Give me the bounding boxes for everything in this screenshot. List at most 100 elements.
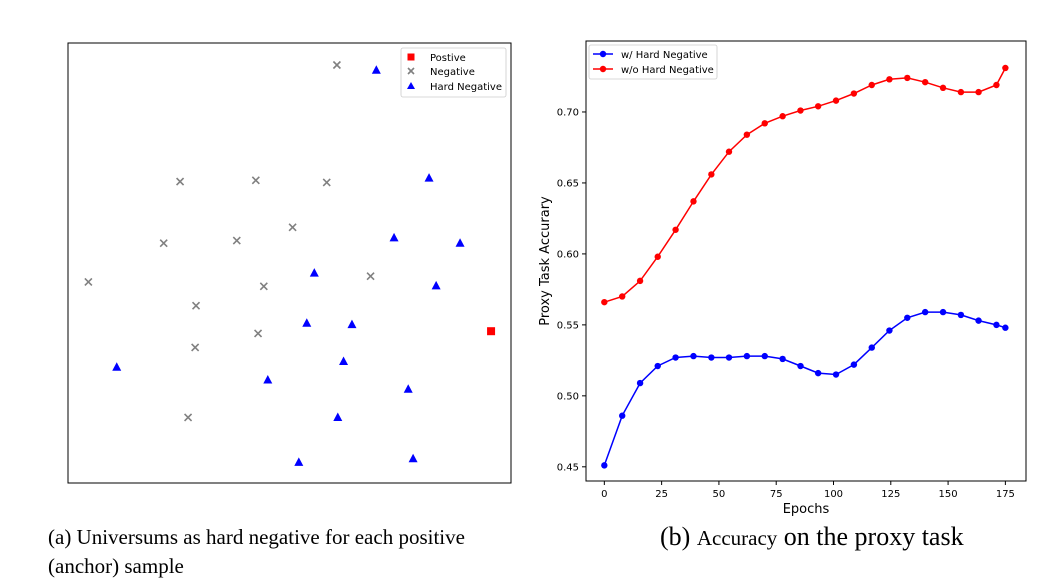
negative-point bbox=[366, 272, 375, 281]
series-point-1 bbox=[672, 226, 679, 233]
series-point-1 bbox=[850, 90, 858, 97]
scatter-plot-frame bbox=[67, 42, 512, 484]
series-point-0 bbox=[832, 371, 840, 378]
series-point-0 bbox=[797, 362, 804, 370]
legend-with-hard-negative-marker bbox=[599, 50, 607, 58]
y-tick-label: 0.70 bbox=[557, 107, 579, 118]
y-axis-label: Proxy Task Accurary bbox=[538, 196, 553, 326]
series-point-1 bbox=[601, 298, 608, 306]
negative-point bbox=[159, 239, 168, 248]
caption-a-line-2: (anchor) sample bbox=[48, 554, 184, 578]
scatter-legend: Postive Negative Hard Negative bbox=[400, 47, 507, 98]
series-point-1 bbox=[708, 171, 715, 178]
series-point-1 bbox=[832, 97, 840, 104]
series-point-0 bbox=[921, 308, 929, 316]
line-chart-panel: 0 25 50 75 100 125 150 175 0.45 0.50 0.55 0.60 0.65 0… bbox=[538, 40, 1027, 517]
caption-b-accuracy: Accuracy bbox=[696, 526, 778, 550]
series-point-0 bbox=[743, 352, 751, 360]
hard-negative-point bbox=[455, 238, 465, 247]
negative-point bbox=[191, 301, 201, 310]
series-point-1 bbox=[743, 131, 751, 138]
legend-hard-negative-label: Hard Negative bbox=[430, 82, 502, 93]
legend-without-hard-negative-marker bbox=[599, 65, 607, 73]
series-point-1 bbox=[654, 253, 661, 260]
scatter-legend-box bbox=[400, 47, 507, 98]
x-tick-label: 25 bbox=[655, 489, 668, 500]
negative-point bbox=[84, 277, 93, 286]
figure: Postive Negative Hard Negative 0 25 50 75 10… bbox=[67, 40, 1027, 517]
line-chart-frame bbox=[585, 40, 1027, 482]
hard-negative-point bbox=[389, 232, 399, 242]
series-point-0 bbox=[601, 462, 608, 469]
legend-negative-marker bbox=[407, 67, 415, 75]
x-tick-label: 150 bbox=[939, 489, 958, 500]
hard-negative-point bbox=[424, 173, 434, 182]
series-point-1 bbox=[975, 88, 982, 96]
legend-hard-negative-marker bbox=[407, 82, 415, 89]
series-point-1 bbox=[779, 113, 786, 120]
series-point-0 bbox=[868, 344, 875, 351]
series-point-0 bbox=[814, 369, 822, 377]
series-point-0 bbox=[619, 412, 626, 419]
legend-negative-label: Negative bbox=[430, 67, 475, 78]
line-chart-legend: w/ Hard Negative w/o Hard Negative bbox=[588, 44, 718, 80]
y-tick-label: 0.65 bbox=[557, 178, 579, 189]
series-point-0 bbox=[636, 379, 644, 387]
negative-point bbox=[251, 176, 260, 185]
y-tick-label: 0.45 bbox=[557, 462, 579, 473]
negative-point bbox=[259, 282, 268, 291]
hard-negative-point bbox=[309, 268, 319, 277]
caption-b: (b) Accuracy on the proxy task bbox=[660, 521, 964, 554]
series-point-1 bbox=[761, 120, 768, 127]
hard-negative-point bbox=[408, 453, 418, 463]
hard-negative-point bbox=[371, 65, 381, 74]
series-point-1 bbox=[619, 293, 626, 300]
hard-negative-point bbox=[263, 375, 273, 384]
x-tick-label: 0 bbox=[601, 489, 607, 500]
series-point-1 bbox=[814, 103, 822, 110]
hard-negative-point bbox=[112, 362, 122, 371]
caption-b-rest: on the proxy task bbox=[777, 522, 964, 551]
series-point-1 bbox=[886, 76, 893, 83]
series-point-1 bbox=[904, 74, 911, 82]
series-point-0 bbox=[904, 314, 911, 321]
x-tick-label: 125 bbox=[881, 489, 900, 500]
series-point-1 bbox=[636, 277, 644, 285]
scatter-panel: Postive Negative Hard Negative bbox=[67, 42, 512, 484]
legend-positive-label: Postive bbox=[430, 53, 466, 64]
negative-point bbox=[322, 178, 331, 187]
series-point-0 bbox=[761, 352, 768, 360]
x-tick-label: 100 bbox=[824, 489, 843, 500]
legend-with-hard-negative-label: w/ Hard Negative bbox=[621, 50, 708, 61]
series-point-1 bbox=[957, 88, 965, 96]
x-tick-label: 175 bbox=[996, 489, 1015, 500]
series-point-0 bbox=[957, 311, 965, 319]
scatter-points bbox=[84, 60, 496, 466]
caption-a-line-1: (a) Universums as hard negative for each… bbox=[48, 525, 465, 549]
negative-point bbox=[232, 236, 241, 245]
series-point-0 bbox=[672, 354, 679, 361]
series-point-0 bbox=[779, 355, 786, 363]
series-point-0 bbox=[993, 321, 1000, 329]
line-chart-series bbox=[601, 64, 1009, 469]
series-point-0 bbox=[690, 352, 697, 360]
hard-negative-point bbox=[339, 356, 349, 366]
hard-negative-point bbox=[294, 457, 304, 466]
series-point-1 bbox=[690, 198, 697, 205]
caption-b-prefix: (b) bbox=[660, 522, 697, 551]
hard-negative-point bbox=[302, 318, 312, 327]
series-point-0 bbox=[975, 317, 982, 324]
series-point-0 bbox=[886, 327, 893, 334]
negative-point bbox=[191, 343, 200, 352]
legend-without-hard-negative-label: w/o Hard Negative bbox=[621, 65, 714, 76]
hard-negative-point bbox=[333, 412, 343, 421]
series-point-1 bbox=[921, 78, 929, 86]
negative-point bbox=[253, 329, 263, 338]
caption-a: (a) Universums as hard negative for each… bbox=[48, 523, 465, 581]
series-point-1 bbox=[993, 81, 1000, 89]
negative-point bbox=[288, 223, 297, 232]
y-tick-label: 0.60 bbox=[557, 249, 579, 260]
series-point-1 bbox=[868, 81, 875, 89]
line-legend-box bbox=[588, 44, 718, 80]
negative-point bbox=[332, 60, 341, 70]
